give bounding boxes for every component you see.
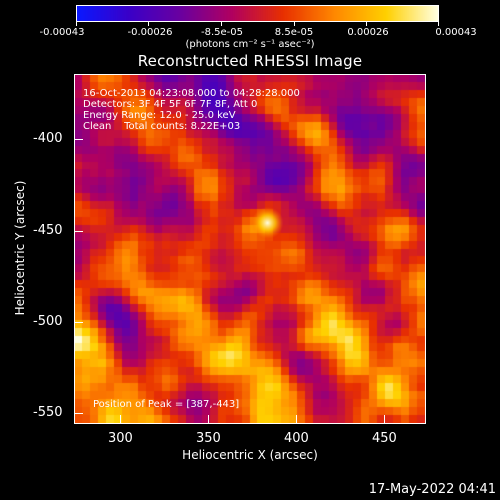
x-tick-label: 350 bbox=[196, 431, 221, 446]
colorbar-tick-label: -8.5e-05 bbox=[201, 27, 243, 38]
colorbar-tick-mark bbox=[366, 22, 367, 26]
colorbar-tick-mark bbox=[76, 22, 77, 26]
x-axis-label: Heliocentric X (arcsec) bbox=[182, 448, 318, 462]
y-tick-label: -500 bbox=[33, 314, 63, 329]
y-tick-mark bbox=[75, 322, 83, 323]
colorbar-tick-mark bbox=[148, 22, 149, 26]
info-clean-counts: Clean Total counts: 8.22E+03 bbox=[83, 121, 241, 132]
colorbar-unit-label: (photons cm⁻² s⁻¹ asec⁻²) bbox=[185, 39, 315, 50]
colorbar-tick-label: -0.00043 bbox=[39, 27, 85, 38]
y-tick-label: -400 bbox=[33, 131, 63, 146]
y-tick-label: -450 bbox=[33, 223, 63, 238]
x-tick-mark bbox=[384, 415, 385, 423]
y-tick-mark bbox=[75, 139, 83, 140]
colorbar-tick-label: -0.00026 bbox=[127, 27, 173, 38]
x-tick-mark bbox=[208, 415, 209, 423]
colorbar-tick-label: 8.5e-05 bbox=[274, 27, 314, 38]
image-plot-area: 16-Oct-2013 04:23:08.000 to 04:28:28.000… bbox=[74, 74, 426, 424]
peak-position-label: Position of Peak = [387,-443] bbox=[93, 399, 240, 410]
render-timestamp: 17-May-2022 04:41 bbox=[368, 482, 496, 497]
y-tick-mark bbox=[75, 231, 83, 232]
info-time-range: 16-Oct-2013 04:23:08.000 to 04:28:28.000 bbox=[83, 88, 300, 99]
x-tick-mark bbox=[120, 415, 121, 423]
colorbar-tick-mark bbox=[438, 22, 439, 26]
info-detectors: Detectors: 3F 4F 5F 6F 7F 8F, Att 0 bbox=[83, 99, 258, 110]
colorbar-tick-mark bbox=[221, 22, 222, 26]
colorbar-tick-label: 0.00043 bbox=[435, 27, 477, 38]
colorbar bbox=[76, 5, 439, 22]
colorbar-tick-label: 0.00026 bbox=[347, 27, 389, 38]
colorbar-tick-mark bbox=[294, 22, 295, 26]
y-tick-label: -550 bbox=[33, 405, 63, 420]
image-title: Reconstructed RHESSI Image bbox=[137, 52, 363, 70]
y-tick-mark bbox=[75, 413, 83, 414]
x-tick-mark bbox=[296, 415, 297, 423]
y-axis-label: Heliocentric Y (arcsec) bbox=[13, 180, 27, 316]
x-tick-label: 400 bbox=[284, 431, 309, 446]
rhessi-image-map bbox=[75, 75, 425, 423]
x-tick-label: 300 bbox=[108, 431, 133, 446]
info-energy-range: Energy Range: 12.0 - 25.0 keV bbox=[83, 110, 236, 121]
x-tick-label: 450 bbox=[372, 431, 397, 446]
